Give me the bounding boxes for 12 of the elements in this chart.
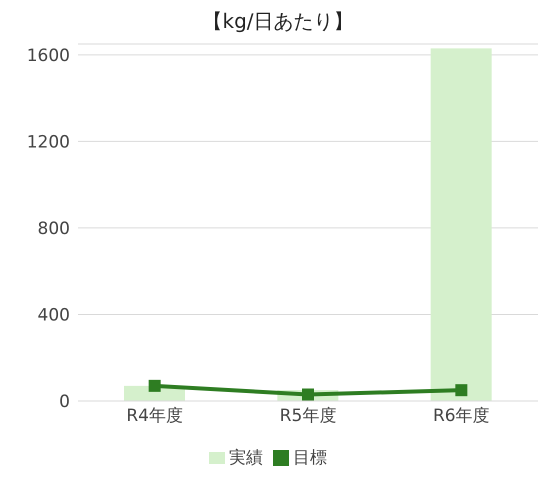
- legend-label: 目標: [293, 448, 327, 468]
- y-tick-label: 1600: [26, 46, 70, 66]
- y-tick-label: 400: [38, 305, 70, 326]
- legend-label: 実績: [229, 448, 263, 468]
- x-tick-label: R6年度: [433, 406, 490, 426]
- x-tick-label: R5年度: [280, 406, 336, 426]
- x-tick-label: R4年度: [126, 406, 183, 426]
- y-tick-label: 800: [38, 218, 70, 239]
- chart-title: 【kg/日あたり】: [201, 8, 354, 34]
- y-tick-label: 0: [59, 392, 70, 412]
- y-tick-label: 1200: [26, 132, 70, 152]
- bar: [430, 48, 492, 401]
